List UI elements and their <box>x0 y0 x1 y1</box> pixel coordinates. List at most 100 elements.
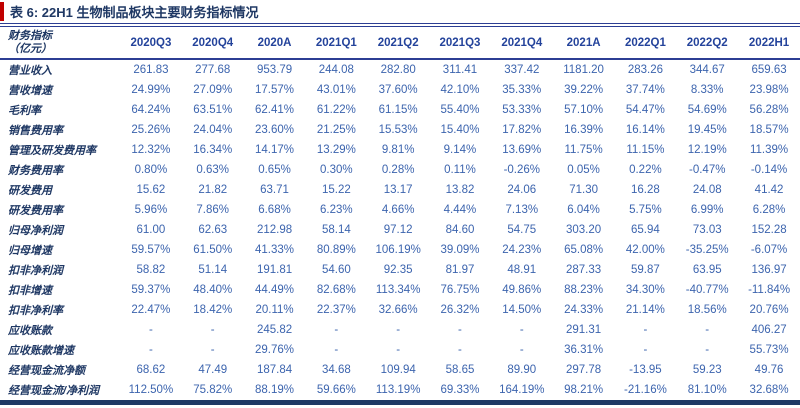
cell-value: 17.57% <box>255 84 295 96</box>
cell-value: 63.71 <box>260 184 289 196</box>
cell-value: 12.32% <box>131 144 171 156</box>
cell-value: 15.53% <box>378 124 418 136</box>
cell-value: 34.30% <box>625 284 665 296</box>
cell-value: 29.76% <box>255 344 295 356</box>
cell-value: 80.89% <box>316 244 356 256</box>
table-row: 扣非净利率 22.47% 18.42% 20.11% 22.37% 32.66% 26.32… <box>0 300 800 320</box>
cell-value: 55.40% <box>440 104 480 116</box>
cell-value: 277.68 <box>195 64 231 76</box>
cell-value: - <box>458 324 462 336</box>
cell-value: 42.00% <box>625 244 665 256</box>
cell-value: 13.29% <box>316 144 356 156</box>
cell-value: 337.42 <box>504 64 540 76</box>
header-row: 财务指标 （亿元） 2020Q3 2020Q4 2020A 2021Q1 2021Q2 2… <box>0 27 800 60</box>
cell-value: - <box>148 324 153 336</box>
cell-value: 16.39% <box>564 124 604 136</box>
cell-value: 311.41 <box>442 64 478 76</box>
cell-value: 41.33% <box>255 244 295 256</box>
row-label: 经营现金流/净利润 <box>8 385 100 397</box>
cell-value: 47.49 <box>198 364 228 376</box>
row-label: 扣非净利润 <box>8 265 63 277</box>
cell-value: - <box>334 344 339 356</box>
cell-value: 98.21% <box>564 384 604 396</box>
cell-value: 51.14 <box>198 264 228 276</box>
cell-value: 6.28% <box>752 204 786 216</box>
cell-value: 88.23% <box>564 284 604 296</box>
cell-value: 68.62 <box>136 364 166 376</box>
cell-value: 24.06 <box>507 184 537 196</box>
cell-value: 113.34% <box>375 284 421 296</box>
cell-value: 43.01% <box>316 84 356 96</box>
cell-value: - <box>334 324 339 336</box>
financial-table-wrapper: 财务指标 （亿元） 2020Q3 2020Q4 2020A 2021Q1 2021Q2 2… <box>0 27 800 405</box>
cell-value: 0.28% <box>381 164 415 176</box>
cell-value: 187.84 <box>256 364 293 376</box>
cell-value: 0.63% <box>196 164 230 176</box>
cell-value: 21.82 <box>198 184 228 196</box>
table-row: 研发费用 15.62 21.82 63.71 15.22 13.17 13.82 24.06 7… <box>0 180 800 200</box>
cell-value: 6.23% <box>320 204 353 216</box>
cell-value: -0.14% <box>750 164 788 176</box>
cell-value: 4.44% <box>443 204 477 216</box>
cell-value: 59.37% <box>131 284 171 296</box>
cell-value: 4.66% <box>381 204 415 216</box>
cell-value: -21.16% <box>623 384 667 396</box>
cell-value: -13.95 <box>629 364 662 376</box>
header-col-2020A: 2020A <box>243 27 306 60</box>
row-label: 归母净利润 <box>8 225 63 237</box>
row-label: 归母增速 <box>8 245 52 257</box>
row-label: 研发费用 <box>8 185 52 197</box>
cell-value: 287.33 <box>566 264 602 276</box>
cell-value: 18.42% <box>193 304 233 316</box>
cell-value: 16.34% <box>193 144 233 156</box>
cell-value: 18.56% <box>687 304 727 316</box>
header-indicator: 财务指标 （亿元） <box>0 27 120 60</box>
cell-value: 22.37% <box>316 304 356 316</box>
table-row: 归母增速 59.57% 61.50% 41.33% 80.89% 106.19% 39.09… <box>0 240 800 260</box>
row-label: 应收账款 <box>8 325 52 337</box>
cell-value: 65.08% <box>564 244 604 256</box>
cell-value: -35.25% <box>685 244 729 256</box>
cell-value: 21.14% <box>625 304 665 316</box>
header-col-2020Q4: 2020Q4 <box>181 27 244 60</box>
cell-value: 27.09% <box>193 84 233 96</box>
cell-value: 71.30 <box>569 184 598 196</box>
row-label: 研发费用率 <box>8 205 63 217</box>
cell-value: 303.20 <box>566 224 602 236</box>
cell-value: 34.68 <box>321 364 351 376</box>
cell-value: 5.75% <box>629 204 662 216</box>
cell-value: 18.57% <box>749 124 789 136</box>
cell-value: 11.15% <box>626 144 665 156</box>
cell-value: - <box>705 324 710 336</box>
cell-value: 11.39% <box>749 144 789 156</box>
cell-value: 59.23 <box>692 364 722 376</box>
row-label: 营收增速 <box>8 85 52 97</box>
cell-value: 49.76 <box>754 364 784 376</box>
cell-value: 82.68% <box>316 284 356 296</box>
cell-value: 14.50% <box>502 304 542 316</box>
cell-value: 9.81% <box>381 144 415 156</box>
row-label: 销售费用率 <box>8 125 63 137</box>
table-title: 表 6: 22H1 生物制品板块主要财务指标情况 <box>10 5 259 20</box>
cell-value: 152.28 <box>751 224 787 236</box>
row-label: 财务费用率 <box>8 165 63 177</box>
table-row: 营收增速 24.99% 27.09% 17.57% 43.01% 37.60% 42.10%… <box>0 80 800 100</box>
cell-value: 64.24% <box>131 104 171 116</box>
row-label: 营业收入 <box>8 65 52 77</box>
table-row: 扣非增速 59.37% 48.40% 44.49% 82.68% 113.34% 76.75… <box>0 280 800 300</box>
cell-value: 44.49% <box>255 284 295 296</box>
cell-value: 61.15% <box>378 104 418 116</box>
cell-value: -0.47% <box>689 164 726 176</box>
cell-value: 112.50% <box>128 384 174 396</box>
cell-value: 54.47% <box>625 104 665 116</box>
header-col-2022H1: 2022H1 <box>738 27 800 60</box>
cell-value: 69.33% <box>440 384 480 396</box>
cell-value: 32.68% <box>749 384 789 396</box>
cell-value: - <box>643 324 648 336</box>
cell-value: 109.94 <box>380 364 416 376</box>
cell-value: 191.81 <box>256 264 293 276</box>
row-label: 经营现金流净额 <box>8 365 85 377</box>
cell-value: 92.35 <box>383 264 413 276</box>
cell-value: -6.07% <box>750 244 788 256</box>
cell-value: 7.13% <box>505 204 539 216</box>
